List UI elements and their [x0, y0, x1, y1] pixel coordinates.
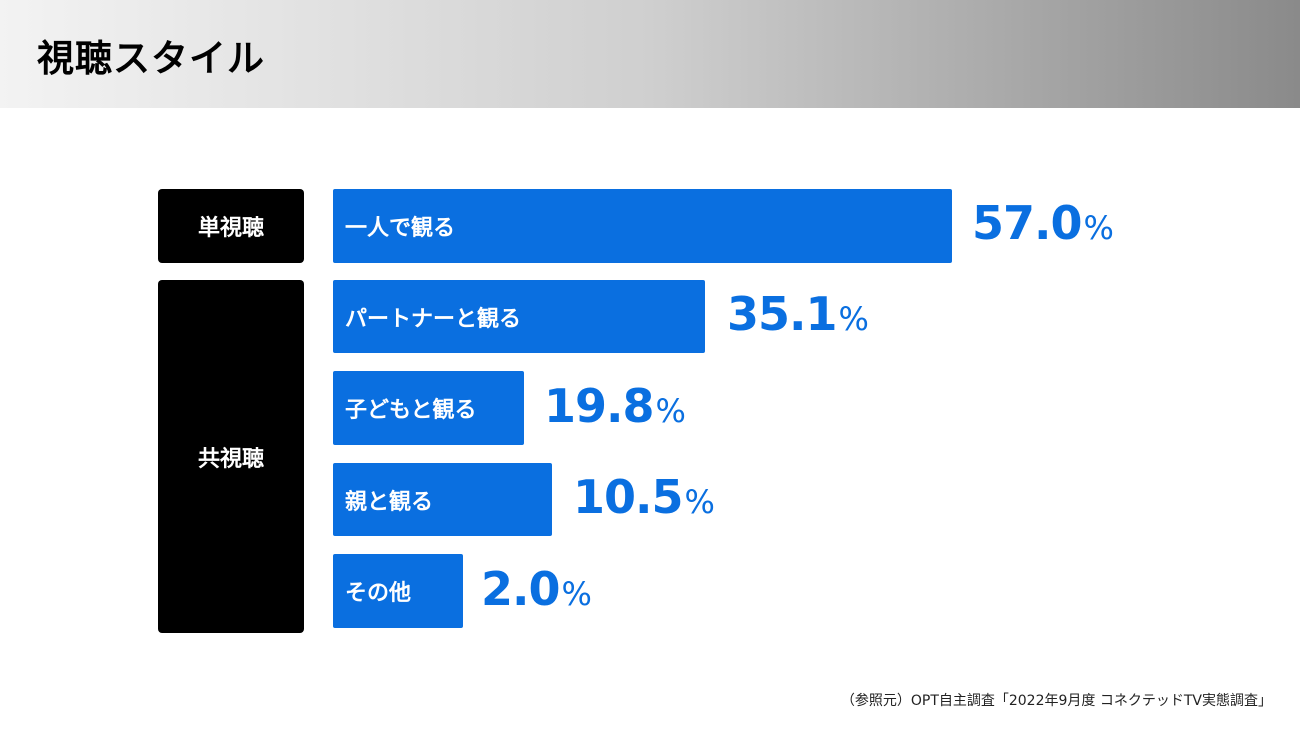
bar-label: パートナーと観る — [345, 306, 522, 332]
value-unit: % — [561, 575, 592, 613]
bar-label: その他 — [345, 581, 412, 606]
bar-children: 子どもと観る — [333, 371, 524, 445]
bar-value-alone: 57.0% — [972, 196, 1114, 250]
bar-label: 親と観る — [345, 489, 434, 515]
bar-value-partner: 35.1% — [727, 287, 869, 341]
value-unit: % — [1083, 209, 1114, 247]
bar-value-children: 19.8% — [544, 379, 686, 433]
value-number: 10.5 — [573, 470, 683, 524]
value-unit: % — [655, 392, 686, 430]
value-number: 35.1 — [727, 287, 837, 341]
value-unit: % — [838, 300, 869, 338]
value-number: 57.0 — [972, 196, 1082, 250]
bar-parents: 親と観る — [333, 463, 552, 536]
bar-value-parents: 10.5% — [573, 470, 715, 524]
value-number: 19.8 — [544, 379, 654, 433]
group-label-text: 単視聴 — [197, 216, 264, 241]
header-banner: 視聴スタイル — [0, 0, 1300, 108]
group-label-solo: 単視聴 — [158, 189, 304, 263]
bar-partner: パートナーと観る — [333, 280, 705, 353]
source-note: （参照元）OPT自主調査「2022年9月度 コネクテッドTV実態調査」 — [840, 693, 1272, 709]
bar-label: 一人で観る — [345, 216, 456, 241]
page-title: 視聴スタイル — [37, 37, 265, 80]
value-number: 2.0 — [481, 562, 560, 616]
bar-alone: 一人で観る — [333, 189, 952, 263]
group-label-shared: 共視聴 — [158, 280, 304, 633]
value-unit: % — [684, 483, 715, 521]
bar-value-other: 2.0% — [481, 562, 592, 616]
bar-label: 子どもと観る — [345, 398, 477, 423]
group-label-text: 共視聴 — [197, 446, 264, 472]
bar-other: その他 — [333, 554, 463, 628]
